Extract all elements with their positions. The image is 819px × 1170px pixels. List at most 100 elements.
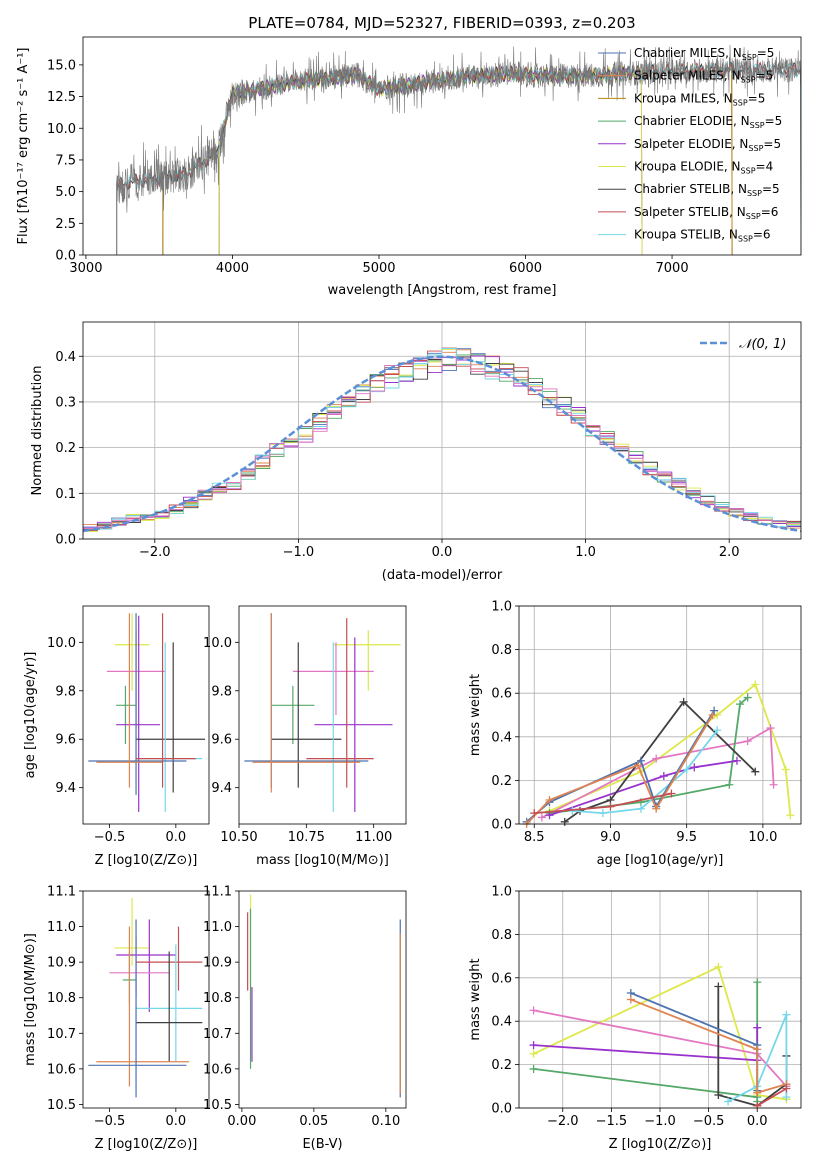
x-tick-label: 6000	[509, 261, 542, 276]
x-tick-label: −2.0	[547, 1114, 579, 1129]
y-tick-label: 1.0	[491, 600, 512, 615]
legend-label: Salpeter STELIB, NSSP=6	[634, 205, 778, 221]
x-tick-label: 5000	[362, 261, 395, 276]
chart-massweight-vs-Z: −2.0 −1.5 −1.0 −0.5 0.0 0.0 0.2 0.4 0.6 0.8 1.0 Z […	[468, 885, 802, 1152]
y-tick-label: 0.8	[491, 643, 512, 658]
y-tick-label: 10.5	[47, 1098, 76, 1113]
plus-marker	[786, 811, 795, 820]
x-tick-label: 3000	[69, 261, 102, 276]
legend-label-sub: SSP	[746, 212, 761, 221]
series-line	[218, 65, 643, 255]
axes-frame	[82, 321, 802, 540]
plus-marker	[530, 809, 539, 818]
chart-mass-vs-ebv: 0.00 0.05 0.10 10.5 10.6 10.7 10.8 10.9 11.0 11.1…	[203, 885, 407, 1152]
x-tick-label: 10.50	[220, 830, 257, 845]
plus-marker	[537, 813, 546, 822]
chart-residuals: −2.0 −1.0 0.0 1.0 2.0 0.0 0.1 0.2 0.3 0.4 (data-mo…	[30, 321, 802, 583]
y-tick-label: 0.3	[55, 395, 76, 410]
plus-marker	[766, 724, 775, 733]
y-tick-label: 9.6	[55, 733, 76, 748]
legend-label-main: Salpeter MILES, N	[634, 69, 741, 83]
error-bar-point	[88, 919, 187, 1098]
axes-frame	[518, 890, 802, 1109]
plus-marker	[753, 1088, 762, 1097]
axes-frame	[82, 36, 802, 256]
y-axis-label: mass weight	[468, 674, 483, 756]
x-tick-label: −0.5	[94, 830, 126, 845]
series-line	[533, 982, 759, 1102]
y-axis-label: age [log10(age/yr)]	[23, 652, 38, 779]
plus-marker	[743, 737, 752, 746]
series-line	[756, 1087, 787, 1107]
y-tick-label: 9.4	[55, 781, 76, 796]
plus-marker	[753, 978, 762, 987]
x-tick-label: 0.0	[747, 1114, 768, 1129]
y-tick-label: 0.4	[491, 730, 512, 745]
y-axis-label: Normed distribution	[30, 366, 45, 496]
y-tick-label: 0.2	[55, 441, 76, 456]
x-tick-label: 0.00	[227, 1114, 256, 1129]
y-tick-label: 0.8	[491, 928, 512, 943]
legend-label-tail: =5	[762, 182, 780, 196]
y-tick-label: 2.5	[55, 217, 76, 232]
chart-age-vs-Z: −0.5 0.0 9.4 9.6 9.8 10.0 Z [log10(Z/Z⊙)] age […	[23, 605, 210, 868]
y-axis-label: Flux [fλ10⁻¹⁷ erg cm⁻² s⁻¹ A⁻¹]	[16, 48, 31, 245]
plus-marker	[714, 982, 723, 991]
y-tick-label: 0.6	[491, 971, 512, 986]
plus-marker	[782, 1084, 791, 1093]
y-tick-label: 10.8	[203, 991, 232, 1006]
y-axis-label: mass weight	[468, 958, 483, 1040]
y-tick-label: 7.5	[55, 153, 76, 168]
x-tick-label: 2.0	[719, 545, 740, 560]
y-tick-label: 0.2	[491, 1058, 512, 1073]
y-tick-label: 10.0	[47, 636, 76, 651]
error-bar-point	[136, 613, 196, 788]
series-line	[218, 65, 643, 255]
legend-label-sub: SSP	[747, 189, 762, 198]
plus-marker	[652, 754, 661, 763]
error-bar-point	[136, 642, 203, 812]
plus-marker	[751, 767, 760, 776]
y-tick-label: 11.0	[47, 920, 76, 935]
plus-marker	[751, 680, 760, 689]
plus-marker	[636, 756, 645, 765]
y-tick-label: 10.0	[203, 636, 232, 651]
y-tick-label: 10.6	[203, 1062, 232, 1077]
y-tick-label: 0.0	[55, 249, 76, 264]
axes-frame	[238, 605, 407, 825]
axes-frame	[518, 605, 802, 825]
y-tick-label: 9.8	[211, 684, 232, 699]
legend-label-main: Salpeter STELIB, N	[634, 205, 746, 219]
axes-frame	[82, 890, 210, 1109]
x-tick-label: −1.5	[596, 1114, 628, 1129]
x-tick-label: 10.0	[748, 830, 777, 845]
x-axis-label: Z [log10(Z/Z⊙)]	[95, 853, 198, 868]
y-tick-label: 11.0	[203, 920, 232, 935]
y-tick-label: 5.0	[55, 185, 76, 200]
axes-frame	[82, 605, 210, 825]
error-bar-point	[136, 951, 203, 1062]
chart-mass-vs-Z: −0.5 0.0 10.5 10.6 10.7 10.8 10.9 11.0 11.1 Z [lo…	[23, 885, 210, 1152]
y-tick-label: 0.0	[491, 1102, 512, 1117]
x-tick-label: 10.75	[288, 830, 325, 845]
plus-marker	[529, 1049, 538, 1058]
legend-label-sub: SSP	[741, 167, 756, 176]
plus-marker	[781, 765, 790, 774]
legend-label: Kroupa STELIB, NSSP=6	[634, 228, 771, 244]
plus-marker	[736, 700, 745, 709]
y-tick-label: 11.1	[47, 885, 76, 900]
legend-label-sub: SSP	[738, 235, 753, 244]
legend-label-sub: SSP	[748, 144, 763, 153]
plus-marker	[769, 780, 778, 789]
legend-label: Chabrier STELIB, NSSP=5	[634, 182, 780, 198]
y-tick-label: 10.8	[47, 991, 76, 1006]
x-tick-label: 11.00	[355, 830, 392, 845]
plus-marker	[679, 697, 688, 706]
histogram-step	[83, 357, 801, 539]
legend-label: 𝒩(0, 1)	[739, 337, 786, 352]
axes-frame	[238, 890, 407, 1109]
y-tick-label: 9.4	[211, 781, 232, 796]
legend-label-main: Kroupa ELODIE, N	[634, 160, 741, 174]
